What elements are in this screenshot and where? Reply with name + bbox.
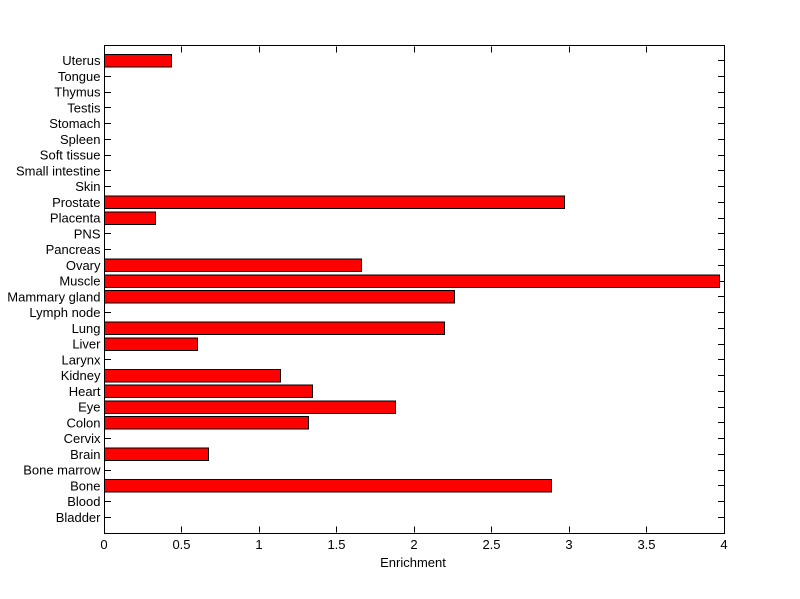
- svg-text:2: 2: [410, 537, 417, 552]
- svg-text:Pancreas: Pancreas: [46, 242, 101, 257]
- svg-text:Larynx: Larynx: [61, 352, 101, 367]
- svg-text:Mammary gland: Mammary gland: [7, 289, 100, 304]
- svg-text:Spleen: Spleen: [60, 132, 100, 147]
- svg-text:4: 4: [720, 537, 727, 552]
- svg-text:Blood: Blood: [67, 494, 100, 509]
- svg-text:Heart: Heart: [69, 384, 101, 399]
- svg-text:2.5: 2.5: [482, 537, 500, 552]
- svg-text:Cervix: Cervix: [64, 431, 101, 446]
- svg-text:Testis: Testis: [67, 100, 101, 115]
- svg-text:Kidney: Kidney: [61, 368, 101, 383]
- svg-text:Stomach: Stomach: [49, 116, 100, 131]
- svg-text:Soft tissue: Soft tissue: [40, 148, 101, 163]
- svg-text:3: 3: [565, 537, 572, 552]
- svg-text:Uterus: Uterus: [62, 53, 101, 68]
- svg-text:Brain: Brain: [70, 447, 100, 462]
- svg-text:Placenta: Placenta: [50, 211, 101, 226]
- svg-text:1.5: 1.5: [327, 537, 345, 552]
- svg-text:Bladder: Bladder: [56, 510, 101, 525]
- svg-text:0.5: 0.5: [172, 537, 190, 552]
- svg-text:0: 0: [100, 537, 107, 552]
- svg-text:1: 1: [255, 537, 262, 552]
- svg-text:Enrichment: Enrichment: [380, 555, 446, 570]
- svg-text:Muscle: Muscle: [59, 274, 100, 289]
- svg-text:3.5: 3.5: [637, 537, 655, 552]
- svg-text:Lymph node: Lymph node: [29, 305, 100, 320]
- svg-text:Lung: Lung: [72, 321, 101, 336]
- svg-text:Eye: Eye: [78, 400, 100, 415]
- svg-text:Prostate: Prostate: [52, 195, 100, 210]
- svg-text:PNS: PNS: [74, 226, 101, 241]
- svg-text:Bone: Bone: [70, 478, 100, 493]
- svg-text:Skin: Skin: [75, 179, 100, 194]
- svg-text:Colon: Colon: [67, 415, 101, 430]
- svg-text:Bone marrow: Bone marrow: [23, 463, 101, 478]
- svg-text:Small intestine: Small intestine: [16, 163, 101, 178]
- svg-text:Thymus: Thymus: [54, 85, 101, 100]
- svg-text:Tongue: Tongue: [58, 69, 101, 84]
- svg-text:Ovary: Ovary: [66, 258, 101, 273]
- svg-text:Liver: Liver: [72, 337, 101, 352]
